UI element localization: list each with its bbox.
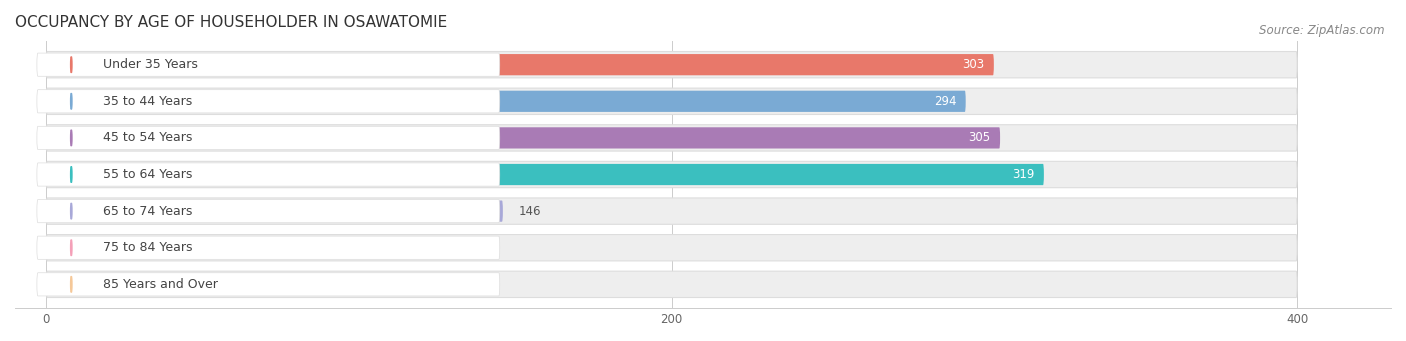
- FancyBboxPatch shape: [46, 127, 1000, 149]
- FancyBboxPatch shape: [37, 199, 499, 223]
- Text: 85: 85: [328, 241, 343, 254]
- FancyBboxPatch shape: [46, 91, 966, 112]
- FancyBboxPatch shape: [46, 201, 503, 222]
- FancyBboxPatch shape: [46, 88, 1298, 115]
- Text: 305: 305: [969, 131, 991, 144]
- Text: 146: 146: [519, 205, 541, 218]
- Text: 35 to 44 Years: 35 to 44 Years: [103, 95, 191, 108]
- Text: 85 Years and Over: 85 Years and Over: [103, 278, 218, 291]
- Text: OCCUPANCY BY AGE OF HOUSEHOLDER IN OSAWATOMIE: OCCUPANCY BY AGE OF HOUSEHOLDER IN OSAWA…: [15, 15, 447, 30]
- FancyBboxPatch shape: [46, 54, 994, 75]
- FancyBboxPatch shape: [46, 237, 312, 258]
- FancyBboxPatch shape: [46, 164, 1043, 185]
- FancyBboxPatch shape: [46, 161, 1298, 188]
- Text: Under 35 Years: Under 35 Years: [103, 58, 197, 71]
- FancyBboxPatch shape: [46, 235, 1298, 261]
- Text: 303: 303: [962, 58, 984, 71]
- FancyBboxPatch shape: [37, 236, 499, 260]
- Text: 55 to 64 Years: 55 to 64 Years: [103, 168, 193, 181]
- Text: 54: 54: [231, 278, 246, 291]
- FancyBboxPatch shape: [37, 163, 499, 186]
- FancyBboxPatch shape: [46, 125, 1298, 151]
- Text: 65 to 74 Years: 65 to 74 Years: [103, 205, 193, 218]
- FancyBboxPatch shape: [46, 271, 1298, 297]
- Text: 45 to 54 Years: 45 to 54 Years: [103, 131, 193, 144]
- Text: 294: 294: [934, 95, 956, 108]
- Text: 75 to 84 Years: 75 to 84 Years: [103, 241, 193, 254]
- FancyBboxPatch shape: [46, 198, 1298, 224]
- FancyBboxPatch shape: [37, 90, 499, 113]
- FancyBboxPatch shape: [46, 274, 215, 295]
- FancyBboxPatch shape: [37, 273, 499, 296]
- FancyBboxPatch shape: [46, 51, 1298, 78]
- FancyBboxPatch shape: [37, 53, 499, 76]
- Text: Source: ZipAtlas.com: Source: ZipAtlas.com: [1260, 24, 1385, 37]
- Text: 319: 319: [1012, 168, 1035, 181]
- FancyBboxPatch shape: [37, 126, 499, 149]
